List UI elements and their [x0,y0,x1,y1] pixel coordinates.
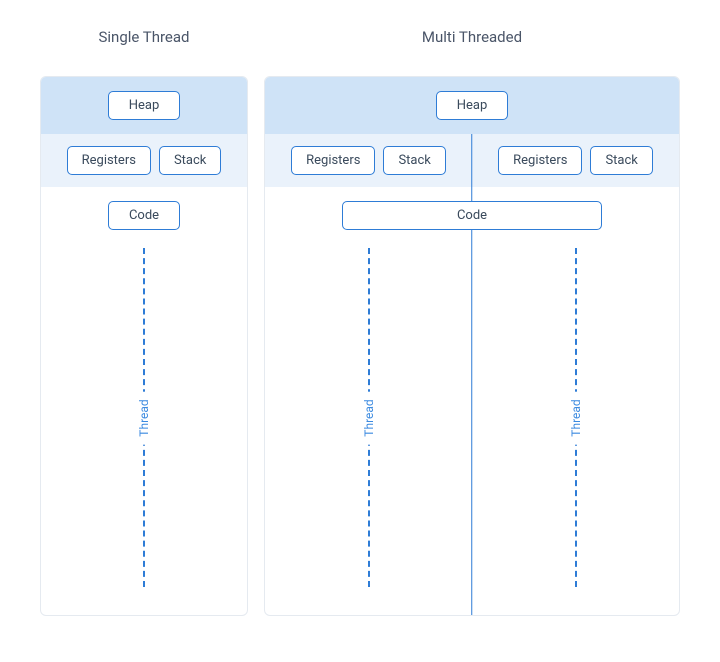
single-code-row: Code [41,187,247,230]
multi-reg-band: Registers Stack Registers Stack [265,134,679,187]
single-registers-box: Registers [67,146,151,175]
multi-stack-box-1: Stack [590,146,652,175]
multi-thread-label-1: Thread [565,391,587,444]
single-code-box: Code [108,201,180,230]
multi-registers-box-0: Registers [291,146,375,175]
multi-heap-band: Heap [265,77,679,134]
single-thread-slot: Thread [41,248,247,587]
multi-thread-column: Multi Threaded Heap Registers Stack Regi… [264,0,680,616]
multi-title: Multi Threaded [422,28,522,46]
multi-heap-box: Heap [436,91,509,120]
multi-code-box: Code [342,201,602,230]
single-threads-area: Thread [41,230,247,615]
multi-reg-group-1: Registers Stack [472,146,679,175]
single-reg-band: Registers Stack [41,134,247,187]
single-stack-box: Stack [159,146,221,175]
multi-lower: Code Thread Thread [265,187,679,615]
single-heap-band: Heap [41,77,247,134]
single-title: Single Thread [98,28,189,46]
multi-registers-box-1: Registers [498,146,582,175]
multi-thread-slot-1: Thread [472,248,679,587]
single-thread-column: Single Thread Heap Registers Stack Code … [40,0,248,616]
multi-panel: Heap Registers Stack Registers Stack Cod… [264,76,680,616]
multi-threads-area: Thread Thread [265,230,679,615]
single-panel: Heap Registers Stack Code Thread [40,76,248,616]
multi-thread-slot-0: Thread [265,248,472,587]
multi-stack-box-0: Stack [383,146,445,175]
single-thread-label: Thread [133,391,155,444]
diagram-wrap: Single Thread Heap Registers Stack Code … [0,0,720,616]
single-reg-group: Registers Stack [41,146,247,175]
single-heap-box: Heap [108,91,181,120]
multi-divider-regband [471,134,472,187]
multi-thread-label-0: Thread [358,391,380,444]
multi-code-row: Code [265,187,679,230]
multi-reg-group-0: Registers Stack [265,146,472,175]
